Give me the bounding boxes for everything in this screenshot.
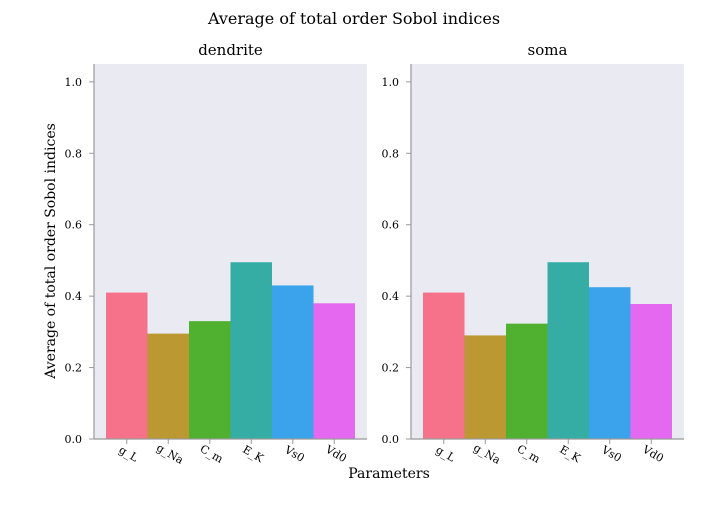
- x-tick-label: Vd0: [322, 442, 348, 465]
- x-tick-label: E_K: [240, 443, 266, 466]
- bar-Vs0: [589, 287, 631, 439]
- y-tick-label: 0.6: [65, 219, 83, 232]
- x-tick-label: g_Na: [154, 441, 186, 467]
- y-tick-label: 0.4: [65, 290, 83, 303]
- bar-g_L: [423, 292, 465, 439]
- x-axis-label: Parameters: [348, 466, 430, 482]
- chart-panel-dendrite: dendrite g_L g_Na C_m E_K Vs0 Vd0 0.0 0.2 0.4 0.6 0…: [65, 41, 367, 467]
- panel-title: soma: [528, 41, 568, 59]
- y-tick-label: 0.0: [382, 433, 400, 446]
- x-tick-label: g_L: [117, 443, 141, 465]
- chart-panel-soma: soma g_L g_Na C_m E_K Vs0 Vd0 0.0 0.2 0.4 0.6 0.8 1.…: [382, 41, 684, 467]
- bar-Vd0: [630, 304, 672, 439]
- x-tick-label: Vs0: [281, 443, 306, 465]
- y-tick-label: 1.0: [65, 76, 83, 89]
- bar-Vd0: [313, 303, 355, 439]
- bar-g_Na: [147, 333, 189, 439]
- panel-title: dendrite: [198, 41, 263, 59]
- y-tick-label: 0.2: [382, 362, 400, 375]
- x-tick-label: g_L: [434, 443, 458, 465]
- x-tick-label: Vs0: [598, 443, 623, 465]
- y-tick-label: 1.0: [382, 76, 400, 89]
- figure-title: Average of total order Sobol indices: [207, 9, 500, 28]
- y-axis-label: Average of total order Sobol indices: [43, 123, 59, 380]
- bar-g_L: [106, 292, 148, 439]
- y-tick-label: 0.8: [65, 147, 83, 160]
- y-tick-label: 0.2: [65, 362, 83, 375]
- bar-g_Na: [464, 335, 506, 439]
- x-tick-label: C_m: [198, 442, 226, 466]
- y-tick-label: 0.0: [65, 433, 83, 446]
- y-tick-label: 0.8: [382, 147, 400, 160]
- bar-E_K: [230, 262, 272, 439]
- bar-C_m: [189, 321, 231, 439]
- y-tick-label: 0.6: [382, 219, 400, 232]
- bar-C_m: [506, 323, 548, 439]
- x-tick-label: Vd0: [639, 442, 665, 465]
- x-tick-label: E_K: [557, 443, 583, 466]
- bar-Vs0: [272, 285, 314, 439]
- x-tick-label: g_Na: [471, 441, 503, 467]
- y-tick-label: 0.4: [382, 290, 400, 303]
- x-tick-label: C_m: [515, 442, 543, 466]
- bar-E_K: [547, 262, 589, 439]
